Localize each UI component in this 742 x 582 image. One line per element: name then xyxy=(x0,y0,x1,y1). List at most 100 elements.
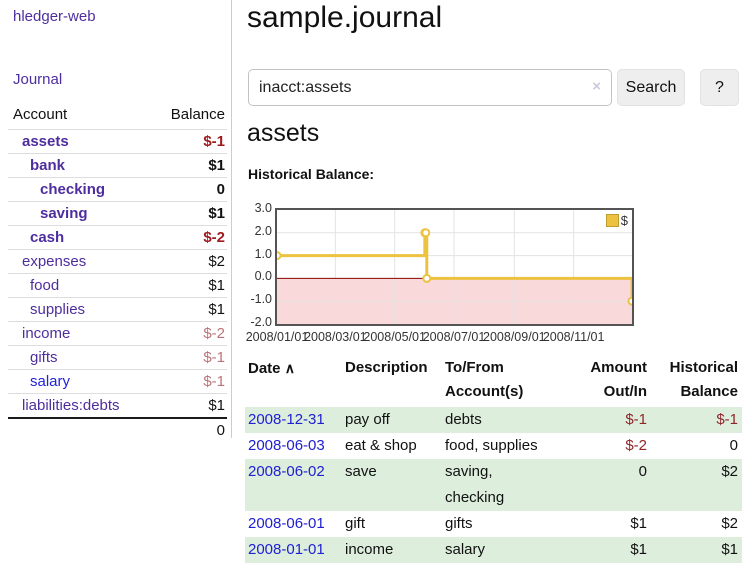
account-row: food $1 xyxy=(8,273,227,298)
account-link[interactable]: income xyxy=(22,325,71,342)
account-balance: $-1 xyxy=(203,373,225,390)
accounts-header-balance: Balance xyxy=(170,106,225,123)
account-row: expenses $2 xyxy=(8,249,227,274)
chart-legend: $ xyxy=(605,213,628,228)
transaction-date-cell: 2008-06-02 xyxy=(245,459,345,511)
account-name-cell: gifts xyxy=(8,346,149,370)
account-row: salary $-1 xyxy=(8,369,227,394)
account-link[interactable]: supplies xyxy=(30,301,86,318)
x-axis-tick: 2008/03/01 xyxy=(304,330,367,344)
accounts-total-row: 0 xyxy=(8,418,227,442)
register-header-date[interactable]: Date ∧ xyxy=(248,360,295,377)
account-name-cell: checking xyxy=(8,178,149,202)
account-link[interactable]: salary xyxy=(30,373,71,390)
account-name-cell: salary xyxy=(8,370,149,394)
transaction-date-link[interactable]: 2008-06-01 xyxy=(248,515,325,532)
accounts-header-row: Account Balance xyxy=(8,104,227,130)
account-row: assets $-1 xyxy=(8,129,227,154)
x-axis-tick: 2008/01/01 xyxy=(245,330,309,344)
account-link[interactable]: saving xyxy=(40,205,88,222)
search-button[interactable]: Search xyxy=(617,69,685,106)
sidebar-item-journal[interactable]: Journal xyxy=(13,71,63,88)
transaction-accounts: salary xyxy=(445,541,486,558)
y-axis-tick: 1.0 xyxy=(254,246,272,261)
transaction-balance: $-1 xyxy=(716,411,738,428)
transaction-date-link[interactable]: 2008-06-03 xyxy=(248,437,325,454)
page-title: sample.journal xyxy=(247,1,443,34)
y-axis-tick: -2.0 xyxy=(250,315,272,329)
account-balance: $2 xyxy=(208,253,225,270)
clear-search-icon[interactable]: × xyxy=(592,78,601,95)
account-balance: 0 xyxy=(216,181,225,198)
account-link[interactable]: liabilities:debts xyxy=(22,397,120,414)
account-link[interactable]: food xyxy=(30,277,60,294)
account-row: gifts $-1 xyxy=(8,345,227,370)
transaction-row: 2008-12-31 pay off debts $-1 $-1 xyxy=(245,407,742,433)
account-balance: $-2 xyxy=(203,325,225,342)
transaction-description: income xyxy=(345,541,394,558)
account-link[interactable]: assets xyxy=(22,133,69,150)
account-name-cell: supplies xyxy=(8,298,149,322)
account-link[interactable]: gifts xyxy=(30,349,58,366)
y-axis-tick: 3.0 xyxy=(254,201,272,215)
account-link[interactable]: bank xyxy=(30,157,66,174)
account-balance: $1 xyxy=(208,397,225,414)
account-name-cell: assets xyxy=(8,130,149,154)
y-axis-tick: 0.0 xyxy=(254,269,272,284)
transaction-date-link[interactable]: 2008-01-01 xyxy=(248,541,325,558)
transaction-row: 2008-01-01 income salary $1 $1 xyxy=(245,537,742,563)
transaction-accounts: food, supplies xyxy=(445,437,538,454)
transaction-description: pay off xyxy=(345,411,390,428)
account-balance: $-1 xyxy=(203,349,225,366)
y-axis-tick: 2.0 xyxy=(254,223,272,238)
account-heading: assets xyxy=(247,119,320,147)
transaction-date-link[interactable]: 2008-06-02 xyxy=(248,463,325,480)
accounts-table: Account Balance assets $-1 bank $1 checking 0… xyxy=(8,104,227,442)
account-balance: $-2 xyxy=(203,229,225,246)
account-name-cell: expenses xyxy=(8,250,149,274)
account-balance: $1 xyxy=(208,205,225,222)
search-form: × xyxy=(248,69,612,106)
account-row: liabilities:debts $1 xyxy=(8,393,227,419)
transaction-amount: 0 xyxy=(638,463,647,480)
historical-balance-chart: 3.0 2.0 1.0 0.0 -1.0 -2.0 $ 2008/01/01 2008/03… xyxy=(245,200,678,352)
account-name-cell: liabilities:debts xyxy=(8,394,149,419)
transaction-date-cell: 2008-01-01 xyxy=(245,537,345,563)
brand-link[interactable]: hledger-web xyxy=(13,8,96,25)
series-label: $ xyxy=(620,213,628,228)
register-header-balance: Historical Balance xyxy=(669,359,738,400)
accounts-total-balance: 0 xyxy=(216,422,225,439)
search-input[interactable] xyxy=(248,69,612,106)
transaction-balance: 0 xyxy=(729,437,738,454)
chart-x-axis: 2008/01/01 2008/03/01 2008/05/01 2008/07/01… xyxy=(245,330,678,348)
transaction-balance: $2 xyxy=(721,463,738,480)
chart-plot-area: $ xyxy=(275,208,634,326)
register-header-description: Description xyxy=(345,359,428,376)
transaction-amount: $-1 xyxy=(625,411,647,428)
account-link[interactable]: expenses xyxy=(22,253,87,270)
account-row: bank $1 xyxy=(8,153,227,178)
sidebar: hledger-web Journal Account Balance asse… xyxy=(0,0,232,439)
account-row: saving $1 xyxy=(8,201,227,226)
x-axis-tick: 2008/05/01 xyxy=(363,330,426,344)
transaction-description: eat & shop xyxy=(345,437,417,454)
account-name-cell: saving xyxy=(8,202,149,226)
balance-step-line xyxy=(277,210,632,324)
transaction-row: 2008-06-01 gift gifts $1 $2 xyxy=(245,511,742,537)
transaction-date-link[interactable]: 2008-12-31 xyxy=(248,411,325,428)
register-header-amount: Amount Out/In xyxy=(590,359,647,400)
account-name-cell: income xyxy=(8,322,149,346)
account-balance: $1 xyxy=(208,301,225,318)
account-link[interactable]: checking xyxy=(40,181,106,198)
account-name-cell: food xyxy=(8,274,149,298)
accounts-header-account: Account xyxy=(13,106,68,123)
series-swatch-icon xyxy=(605,214,619,227)
transaction-amount: $1 xyxy=(630,515,647,532)
transaction-amount: $-2 xyxy=(625,437,647,454)
x-axis-tick: 2008/09/01 xyxy=(483,330,546,344)
help-button[interactable]: ? xyxy=(700,69,739,106)
register-header-accounts: To/From Account(s) xyxy=(445,359,524,400)
account-row: income $-2 xyxy=(8,321,227,346)
account-link[interactable]: cash xyxy=(30,229,65,246)
